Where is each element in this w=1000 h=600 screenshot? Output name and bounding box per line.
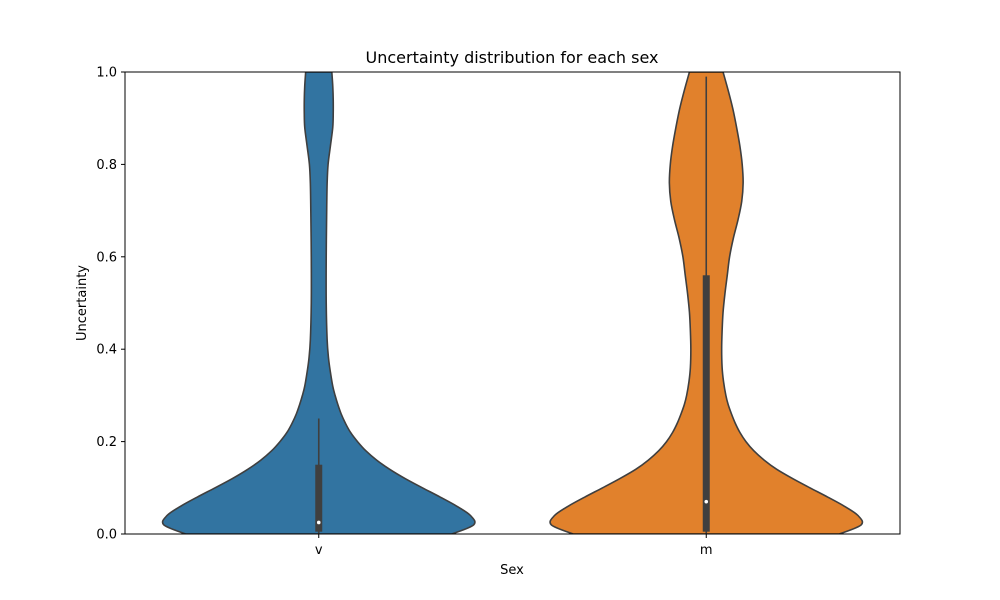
violins-group [161, 72, 864, 534]
median-marker-m [704, 499, 709, 504]
iqr-box-v [315, 464, 323, 532]
iqr-box-m [702, 275, 710, 532]
violin-v [161, 72, 476, 534]
y-tick-label: 0.8 [96, 158, 117, 173]
y-tick-label: 0.0 [96, 528, 117, 543]
y-tick-label: 0.4 [96, 343, 117, 358]
y-axis-label: Uncertainty [75, 265, 90, 341]
median-marker-v [316, 520, 321, 525]
plot-frame [124, 71, 901, 535]
chart-title: Uncertainty distribution for each sex [366, 48, 659, 67]
y-axis: 0.0 0.2 0.4 0.6 0.8 1.0 [96, 66, 125, 543]
y-tick-label: 1.0 [96, 66, 117, 81]
x-tick-label-m: m [700, 543, 713, 558]
y-tick-label: 0.2 [96, 435, 117, 450]
x-axis-label: Sex [500, 563, 524, 578]
x-tick-label-v: v [315, 543, 323, 558]
y-tick-label: 0.6 [96, 250, 117, 265]
